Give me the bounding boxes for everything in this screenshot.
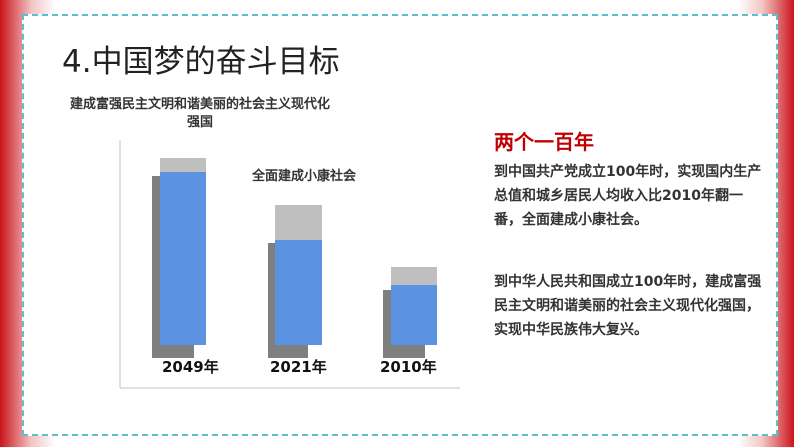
card — [22, 14, 778, 436]
year: 2021年 — [270, 358, 327, 376]
bar-cap — [275, 205, 322, 240]
year: 2049年 — [162, 358, 219, 376]
heading: 两个一百年 — [494, 130, 594, 154]
bar-cap — [160, 158, 206, 172]
bar — [391, 285, 437, 345]
bar-cap — [391, 267, 437, 285]
label: 全面建成小康社会 — [252, 169, 357, 184]
bar — [160, 172, 206, 345]
label: 建成富强民主文明和谐美丽的社会主义现代化强国 — [70, 97, 331, 130]
paragraph: 到中国共产党成立100年时，实现国内生产总值和城乡居民人均收入比2010年翻一番… — [494, 164, 762, 228]
title: 4.中国梦的奋斗目标 — [62, 44, 340, 80]
paragraph: 到中华人民共和国成立100年时，建成富强民主文明和谐美丽的社会主义现代化强国，实… — [494, 274, 762, 338]
bar — [275, 240, 322, 345]
year: 2010年 — [380, 358, 437, 376]
